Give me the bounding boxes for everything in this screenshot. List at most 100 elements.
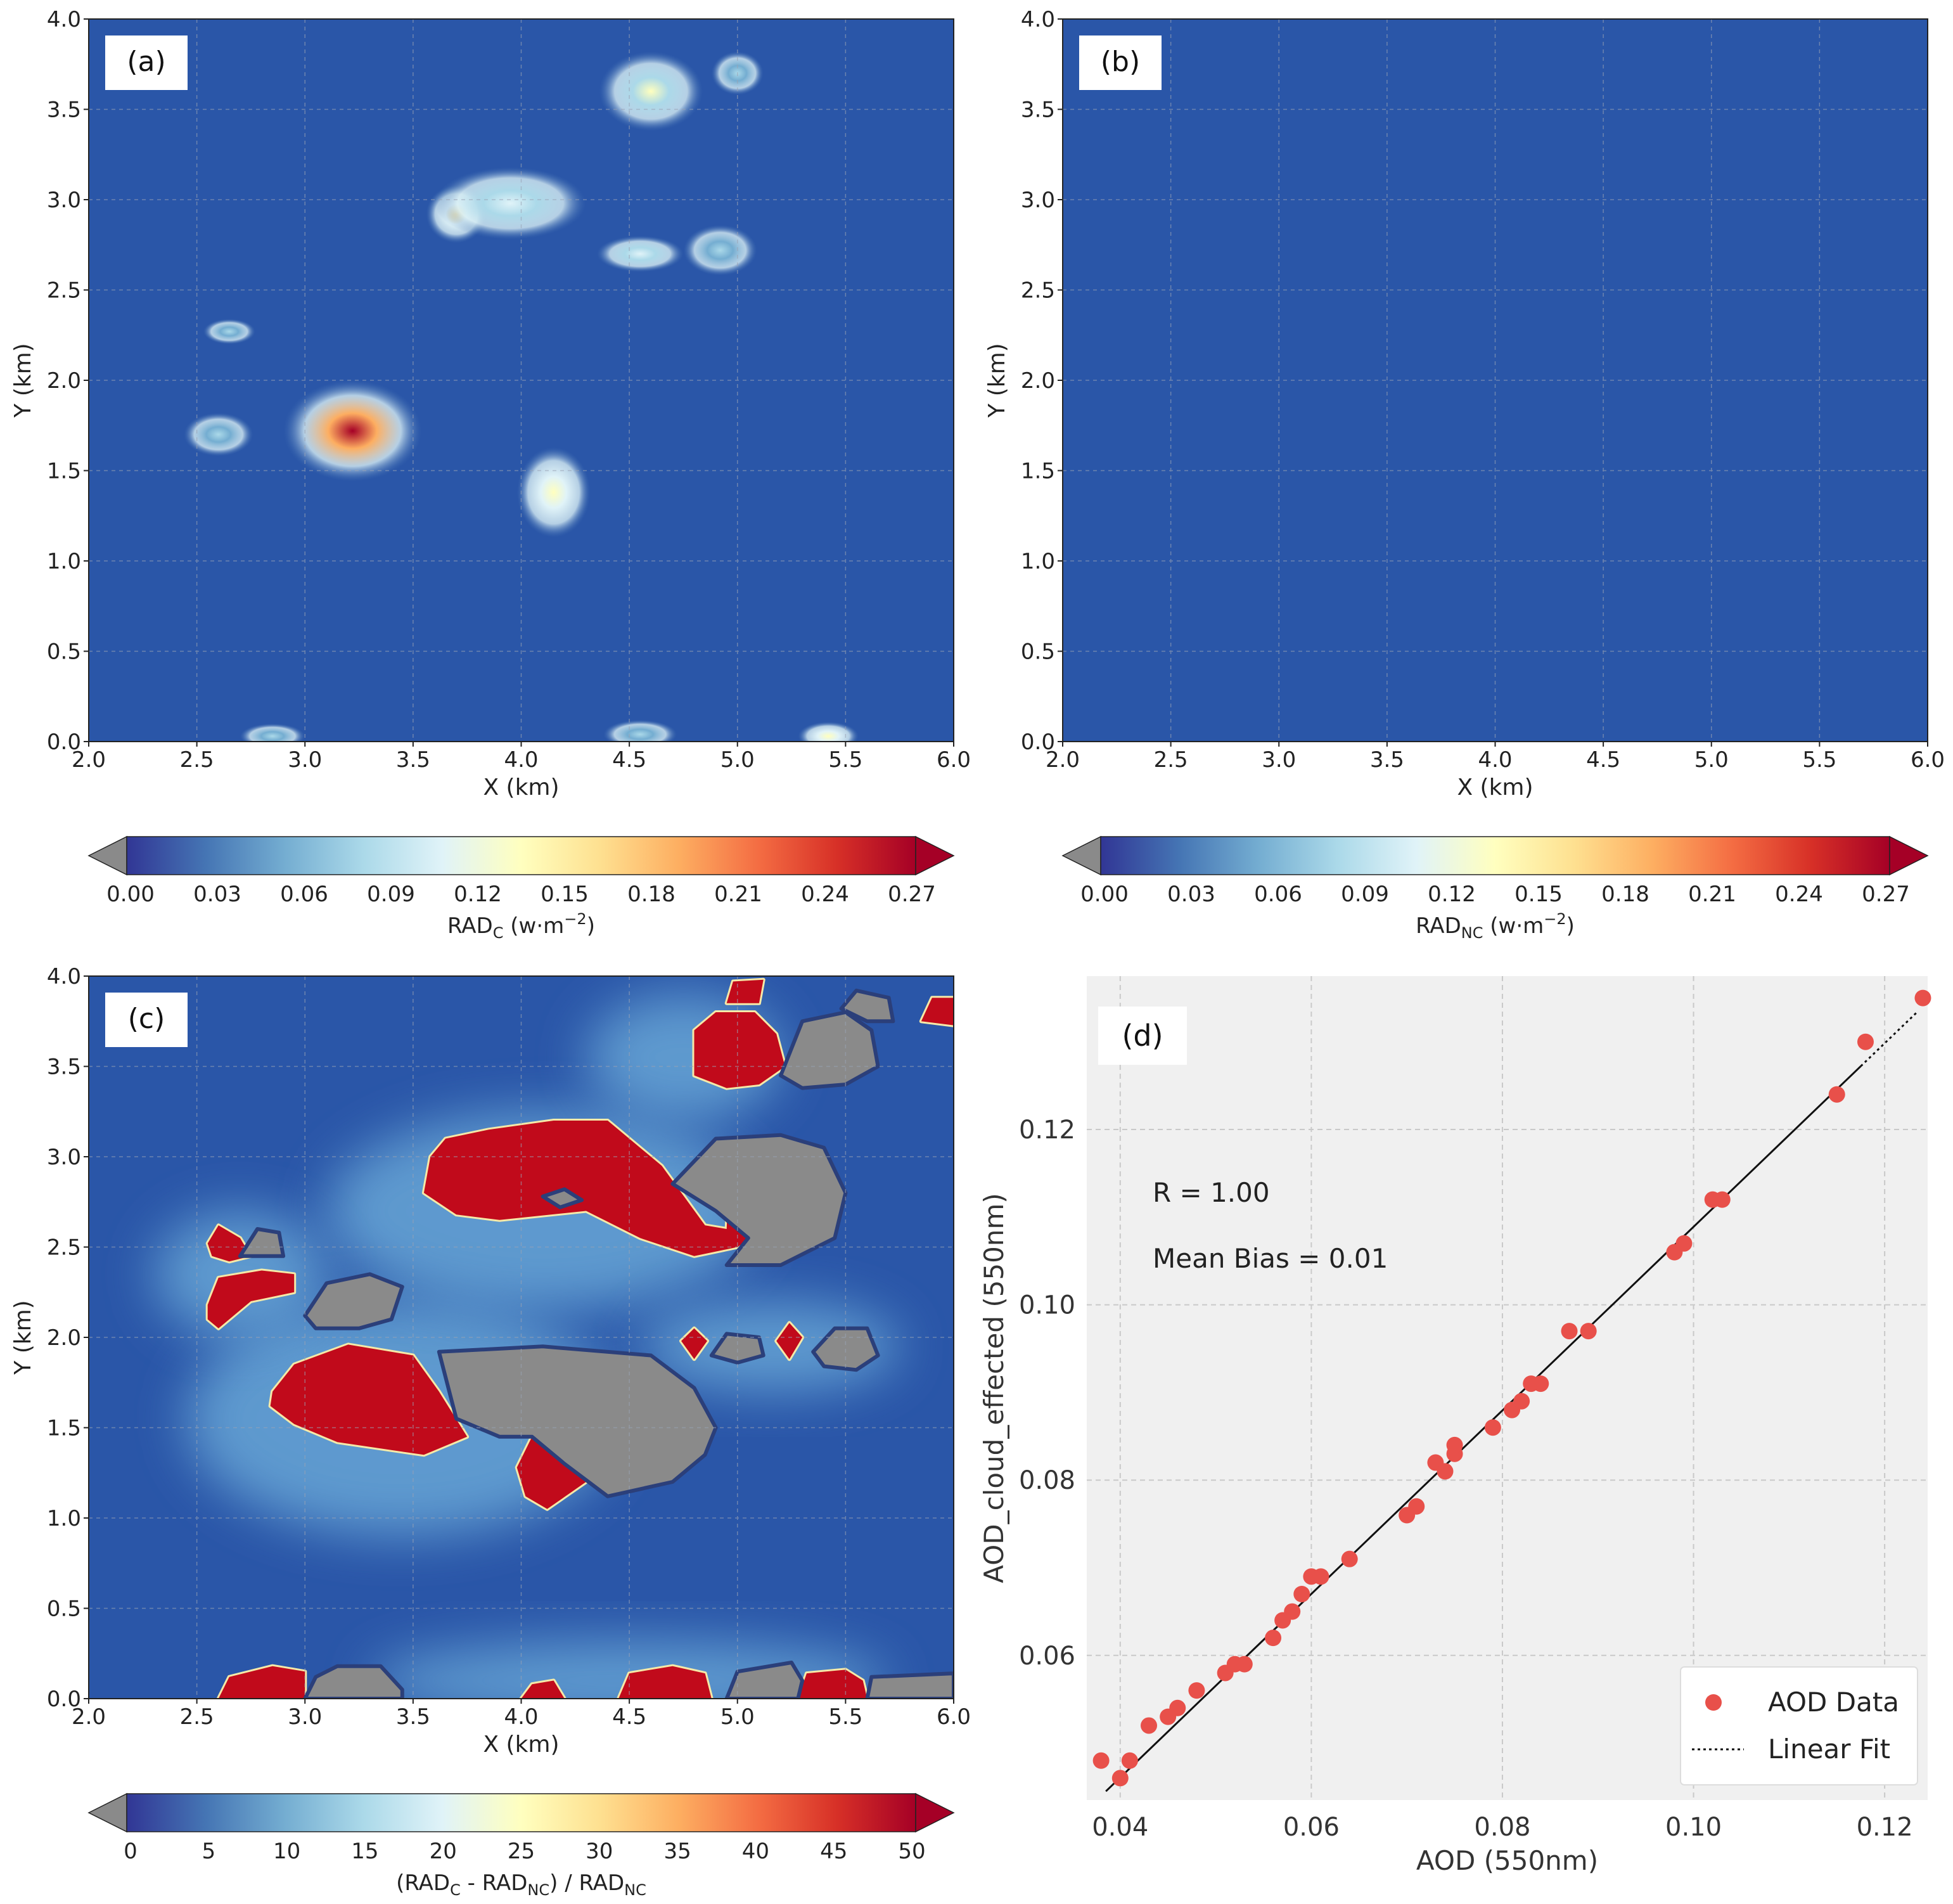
x-tick-label: 4.5 [612,1704,646,1730]
colorbar-tick-label: 40 [742,1839,769,1864]
heatmap-panel-2: 2.0 2.5 3.0 3.5 4.0 4.5 5.0 5.5 6.0 0.0 0.5 1.0 1.5 2… [10,964,971,1899]
colorbar-label-part: ) / RAD [549,1870,624,1896]
colorbar-tick-label: 50 [898,1839,925,1864]
red-region-5 [921,998,954,1026]
y-tick-label: 3.0 [47,188,81,213]
colorbar-tick-label: 30 [586,1839,613,1864]
colorbar-label-part: NC [1461,924,1483,942]
data-point [1092,1752,1110,1769]
y-tick-label: 2.5 [47,1235,81,1261]
gray-region-0 [437,1344,718,1498]
x-axis-label: AOD (550nm) [1416,1845,1598,1876]
gray-region-10 [865,1671,954,1699]
colorbar-tick-label: 0.21 [1688,882,1736,907]
y-tick-label: 3.0 [47,1145,81,1170]
x-axis-label: X (km) [1457,775,1533,801]
legend-marker-points [1705,1694,1722,1711]
colorbar-tick-label: 0.18 [1601,882,1649,907]
colorbar-tick-label: 0.18 [627,882,676,907]
scatter-panel: 0.04 0.06 0.08 0.10 0.12 0.06 0.08 0.10 0.12 AOD … [978,976,1931,1876]
data-point [1341,1550,1358,1567]
colorbar-tick-label: 0.27 [888,882,936,907]
data-point [1312,1568,1329,1585]
field-layer [184,51,859,742]
colorbar-tick-label: 0.21 [714,882,762,907]
y-tick-label: 0.5 [47,1597,81,1622]
legend-label: AOD Data [1768,1687,1899,1718]
panel-label: (b) [1101,46,1140,78]
x-tick-label: 0.04 [1092,1813,1148,1842]
x-tick-label: 2.5 [180,1704,214,1730]
red-region-10 [218,1666,305,1699]
field-layer [153,977,954,1699]
colorbar-extend-high [915,835,955,876]
colorbar-gradient [1100,836,1890,875]
x-tick-label: 2.0 [72,1704,106,1730]
blob-6 [599,51,703,131]
blob-5 [683,224,757,276]
y-tick-label: 0.5 [1021,640,1055,665]
colorbar-tick-label: 0 [124,1839,138,1864]
blob-4 [596,236,684,272]
y-tick-label: 3.5 [47,1055,81,1080]
gray-region-11 [541,1187,584,1209]
y-tick-label: 4.0 [47,7,81,32]
colorbar: 0.00 0.03 0.06 0.09 0.12 0.15 0.18 0.21 0.24 0.27… [87,835,955,942]
y-tick-label: 0.0 [47,730,81,755]
fit-line-dotted [1860,1010,1919,1067]
data-point [1121,1752,1138,1769]
gray-region-9 [724,1661,805,1699]
y-tick-label: 0.0 [47,1687,81,1712]
x-tick-label: 6.0 [1911,747,1945,773]
y-tick-label: 3.5 [1021,98,1055,123]
x-tick-label: 3.5 [1370,747,1404,773]
colorbar-label-part: RAD [447,913,493,939]
x-tick-label: 4.0 [504,1704,538,1730]
colorbar-label-part: C [493,924,504,942]
x-tick-label: 5.0 [720,1704,755,1730]
panel-label-box [105,993,188,1047]
gray-region-8 [303,1664,404,1699]
colorbar-tick-label: 0.24 [1775,882,1823,907]
red-region-7 [207,1270,295,1328]
x-tick-label: 6.0 [937,747,971,773]
gray-region-4 [238,1227,286,1258]
colorbar-tick-label: 0.09 [367,882,415,907]
x-tick-label: 0.12 [1857,1813,1913,1842]
y-tick-label: 3.5 [47,98,81,123]
blob-9 [184,413,253,456]
x-tick-label: 6.0 [937,1704,971,1730]
colorbar-tick-label: 0.24 [801,882,849,907]
colorbar-label-part: - RAD [461,1870,528,1896]
colorbar-label-part: (w·m [503,913,564,939]
x-tick-label: 2.5 [1154,747,1188,773]
red-region-6 [207,1225,251,1262]
heatmap-panel-0: 2.0 2.5 3.0 3.5 4.0 4.5 5.0 5.5 6.0 0.0 0.5 1.0 1.5 2… [10,7,971,942]
x-tick-label: 2.0 [72,747,106,773]
x-tick-label: 3.0 [1262,747,1296,773]
y-axis-label: Y (km) [10,1300,36,1375]
colorbar-tick-label: 35 [663,1839,691,1864]
colorbar-label-part: ) [1566,913,1575,939]
data-point [1713,1191,1731,1208]
y-axis-label: Y (km) [984,343,1010,418]
colorbar-gradient [126,1793,916,1832]
colorbar-extend-low [87,1792,127,1833]
colorbar-tick-label: 10 [273,1839,300,1864]
colorbar-tick-label: 0.03 [1167,882,1215,907]
y-tick-label: 4.0 [47,964,81,989]
legend-box [1680,1666,1918,1785]
x-tick-label: 5.5 [828,1704,862,1730]
colorbar-tick-label: 0.15 [541,882,589,907]
colorbar-label: RADNC (w·m−2) [1416,910,1575,942]
x-axis-label: X (km) [483,1732,559,1758]
panel-label: (a) [127,46,165,78]
x-tick-label: 3.0 [288,747,322,773]
colorbar-label: RADC (w·m−2) [447,910,595,942]
data-point [1828,1086,1845,1103]
colorbar-tick-label: 20 [430,1839,457,1864]
panel-label-box [105,35,188,90]
y-tick-label: 1.5 [47,459,81,484]
colorbar-label-part: (w·m [1483,913,1544,939]
